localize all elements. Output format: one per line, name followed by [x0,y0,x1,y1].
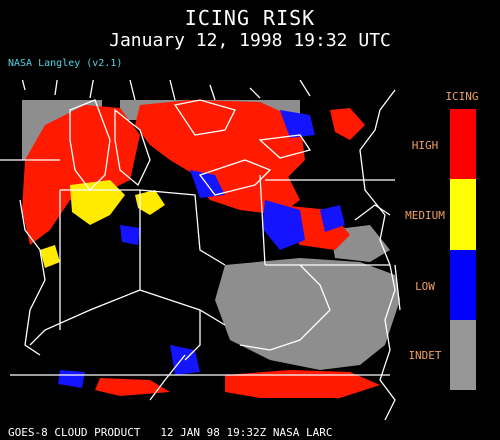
river-line [19,199,46,356]
footer-caption: GOES-8 CLOUD PRODUCT 12 JAN 98 19:32Z NA… [8,426,333,439]
coastline [359,89,396,421]
legend-label-indet: INDET [408,349,442,362]
legend-color-bar [450,109,476,390]
legend-label-medium: MEDIUM [405,209,445,222]
icing-map [0,80,405,421]
legend-swatch-medium [450,179,476,250]
legend-title: ICING [445,90,479,103]
great-lakes-outline [69,99,111,191]
map-datetime: January 12, 1998 19:32 UTC [109,30,391,51]
legend-label-low: LOW [415,280,435,293]
low-icing-layer [58,110,345,388]
map-title: ICING RISK [184,6,316,30]
credit-label: NASA Langley (v2.1) [8,58,123,69]
legend-swatch-indet [450,319,476,390]
medium-icing-layer [40,180,165,268]
legend-label-high: HIGH [411,139,439,152]
legend-swatch-low [450,249,476,320]
state-boundaries-layer [0,80,401,421]
legend-swatch-high [450,109,476,180]
state-lines [0,159,401,376]
